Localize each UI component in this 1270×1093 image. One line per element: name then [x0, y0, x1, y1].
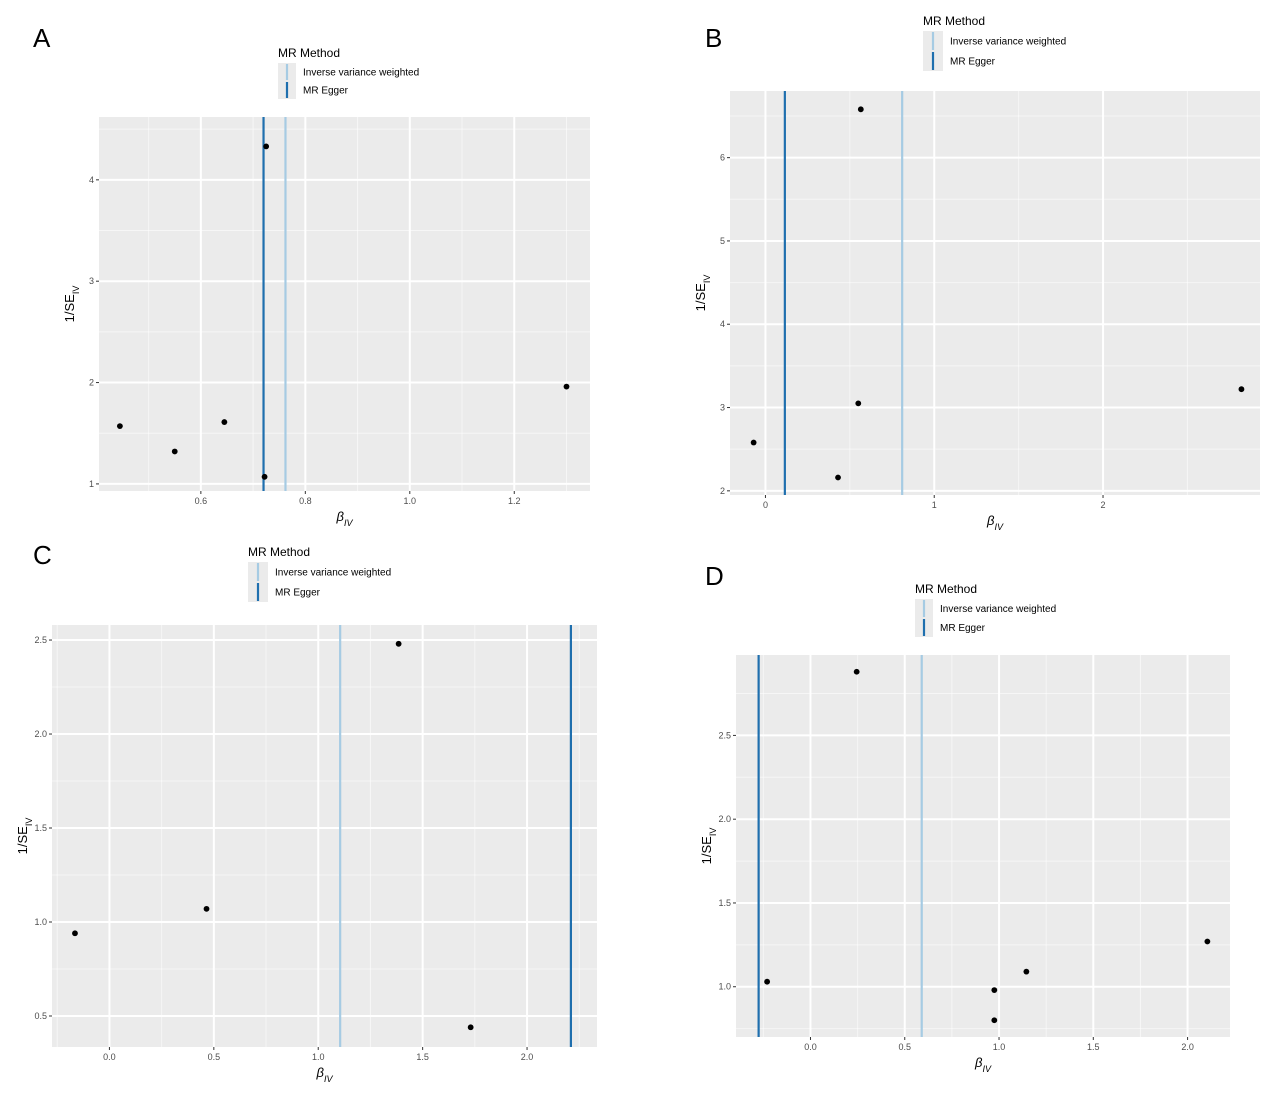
data-point [467, 1024, 474, 1031]
x-tick-label: 1 [932, 500, 937, 510]
y-tick-label: 2.5 [718, 730, 731, 740]
legend-title: MR Method [278, 46, 340, 60]
panel-letter: A [33, 23, 51, 53]
x-tick-label: 0.8 [299, 496, 312, 506]
y-tick-label: 1 [89, 479, 94, 489]
legend-ivw-label: Inverse variance weighted [940, 604, 1056, 615]
data-point [1023, 968, 1030, 975]
x-tick-label: 1.5 [1087, 1042, 1100, 1052]
data-point [750, 439, 757, 446]
x-tick-label: 0.0 [103, 1052, 116, 1062]
y-tick-label: 3 [89, 276, 94, 286]
legend: MR Method Inverse variance weighted MR Egg… [278, 46, 419, 99]
data-point [116, 423, 123, 430]
data-point [395, 640, 402, 647]
data-point [261, 473, 268, 480]
data-point [853, 668, 860, 675]
x-axis-title: βIV [986, 513, 1004, 532]
data-point [263, 143, 270, 150]
legend-ivw-label: Inverse variance weighted [303, 68, 419, 79]
legend: MR Method Inverse variance weighted MR Egg… [915, 582, 1056, 637]
data-point [991, 1017, 998, 1024]
y-tick-label: 2.0 [34, 729, 47, 739]
legend: MR Method Inverse variance weighted MR Egg… [248, 545, 391, 602]
x-tick-label: 1.2 [508, 496, 521, 506]
legend-title: MR Method [248, 545, 310, 559]
legend-mr-egger-label: MR Egger [303, 86, 349, 97]
x-axis-title: βIV [974, 1055, 992, 1074]
x-tick-label: 0.0 [804, 1042, 817, 1052]
x-tick-label: 0 [763, 500, 768, 510]
data-point [835, 474, 841, 481]
x-axis-title: βIV [336, 509, 354, 528]
x-tick-label: 1.0 [312, 1052, 325, 1062]
y-tick-label: 1.5 [718, 898, 731, 908]
legend-title: MR Method [915, 582, 977, 596]
x-tick-label: 0.5 [898, 1042, 911, 1052]
data-point [855, 400, 862, 407]
plot-background [736, 655, 1230, 1037]
x-tick-label: 2.0 [521, 1052, 534, 1062]
data-point [171, 448, 178, 455]
data-point [991, 987, 998, 993]
y-tick-label: 3 [720, 403, 725, 413]
plot-background [730, 91, 1260, 495]
panel-b: B 0 1 2 2 3 4 5 6 βIV 1/SEIV MR Method Inverse varia… [693, 14, 1260, 532]
panel-letter: B [705, 23, 722, 53]
data-point [1238, 386, 1245, 393]
y-tick-label: 4 [89, 175, 94, 185]
data-point [1204, 938, 1211, 945]
x-tick-label: 0.5 [208, 1052, 221, 1062]
panel-letter: C [33, 540, 52, 570]
data-point [563, 383, 570, 390]
y-tick-label: 2 [720, 486, 725, 496]
y-tick-label: 6 [720, 153, 725, 163]
legend-ivw-label: Inverse variance weighted [950, 37, 1066, 48]
panel-d: D 0.0 0.5 1.0 1.5 2.0 1.0 1.5 2.0 2.5 βIV 1/SEIV MR … [699, 561, 1230, 1074]
y-tick-label: 1.5 [34, 823, 47, 833]
legend-mr-egger-label: MR Egger [275, 588, 321, 599]
legend-mr-egger-label: MR Egger [950, 57, 996, 68]
plot-background [99, 117, 590, 491]
data-point [221, 419, 228, 425]
x-tick-label: 2 [1101, 500, 1106, 510]
plot-background [52, 625, 597, 1047]
y-tick-label: 4 [720, 319, 725, 329]
data-point [857, 106, 864, 113]
data-point [72, 930, 78, 937]
legend: MR Method Inverse variance weighted MR Egg… [923, 14, 1066, 71]
panel-letter: D [705, 561, 724, 591]
legend-ivw-label: Inverse variance weighted [275, 568, 391, 579]
x-tick-label: 0.6 [195, 496, 208, 506]
y-tick-label: 2 [89, 378, 94, 388]
y-tick-label: 1.0 [718, 982, 731, 992]
y-axis-title: 1/SEIV [699, 828, 718, 865]
data-point [203, 905, 210, 912]
panel-a: A 0.6 0.8 1.0 1.2 1 2 3 4 βIV 1/SEIV MR Method Inver… [33, 23, 590, 528]
x-axis-title: βIV [316, 1065, 334, 1084]
legend-mr-egger-label: MR Egger [940, 623, 986, 634]
x-tick-label: 2.0 [1181, 1042, 1194, 1052]
y-tick-label: 2.0 [718, 814, 731, 824]
y-tick-label: 2.5 [34, 635, 47, 645]
panel-c: C 0.0 0.5 1.0 1.5 2.0 0.5 1.0 1.5 2.0 2.5 βIV 1/SEIV… [15, 540, 597, 1084]
y-axis-title: 1/SEIV [62, 286, 81, 323]
x-tick-label: 1.0 [993, 1042, 1006, 1052]
x-tick-label: 1.0 [404, 496, 417, 506]
x-tick-label: 1.5 [416, 1052, 429, 1062]
y-tick-label: 1.0 [34, 917, 47, 927]
y-axis-title: 1/SEIV [15, 818, 34, 855]
legend-title: MR Method [923, 14, 985, 28]
y-axis-title: 1/SEIV [693, 275, 712, 312]
y-tick-label: 0.5 [34, 1011, 47, 1021]
data-point [764, 978, 771, 985]
y-tick-label: 5 [720, 236, 725, 246]
